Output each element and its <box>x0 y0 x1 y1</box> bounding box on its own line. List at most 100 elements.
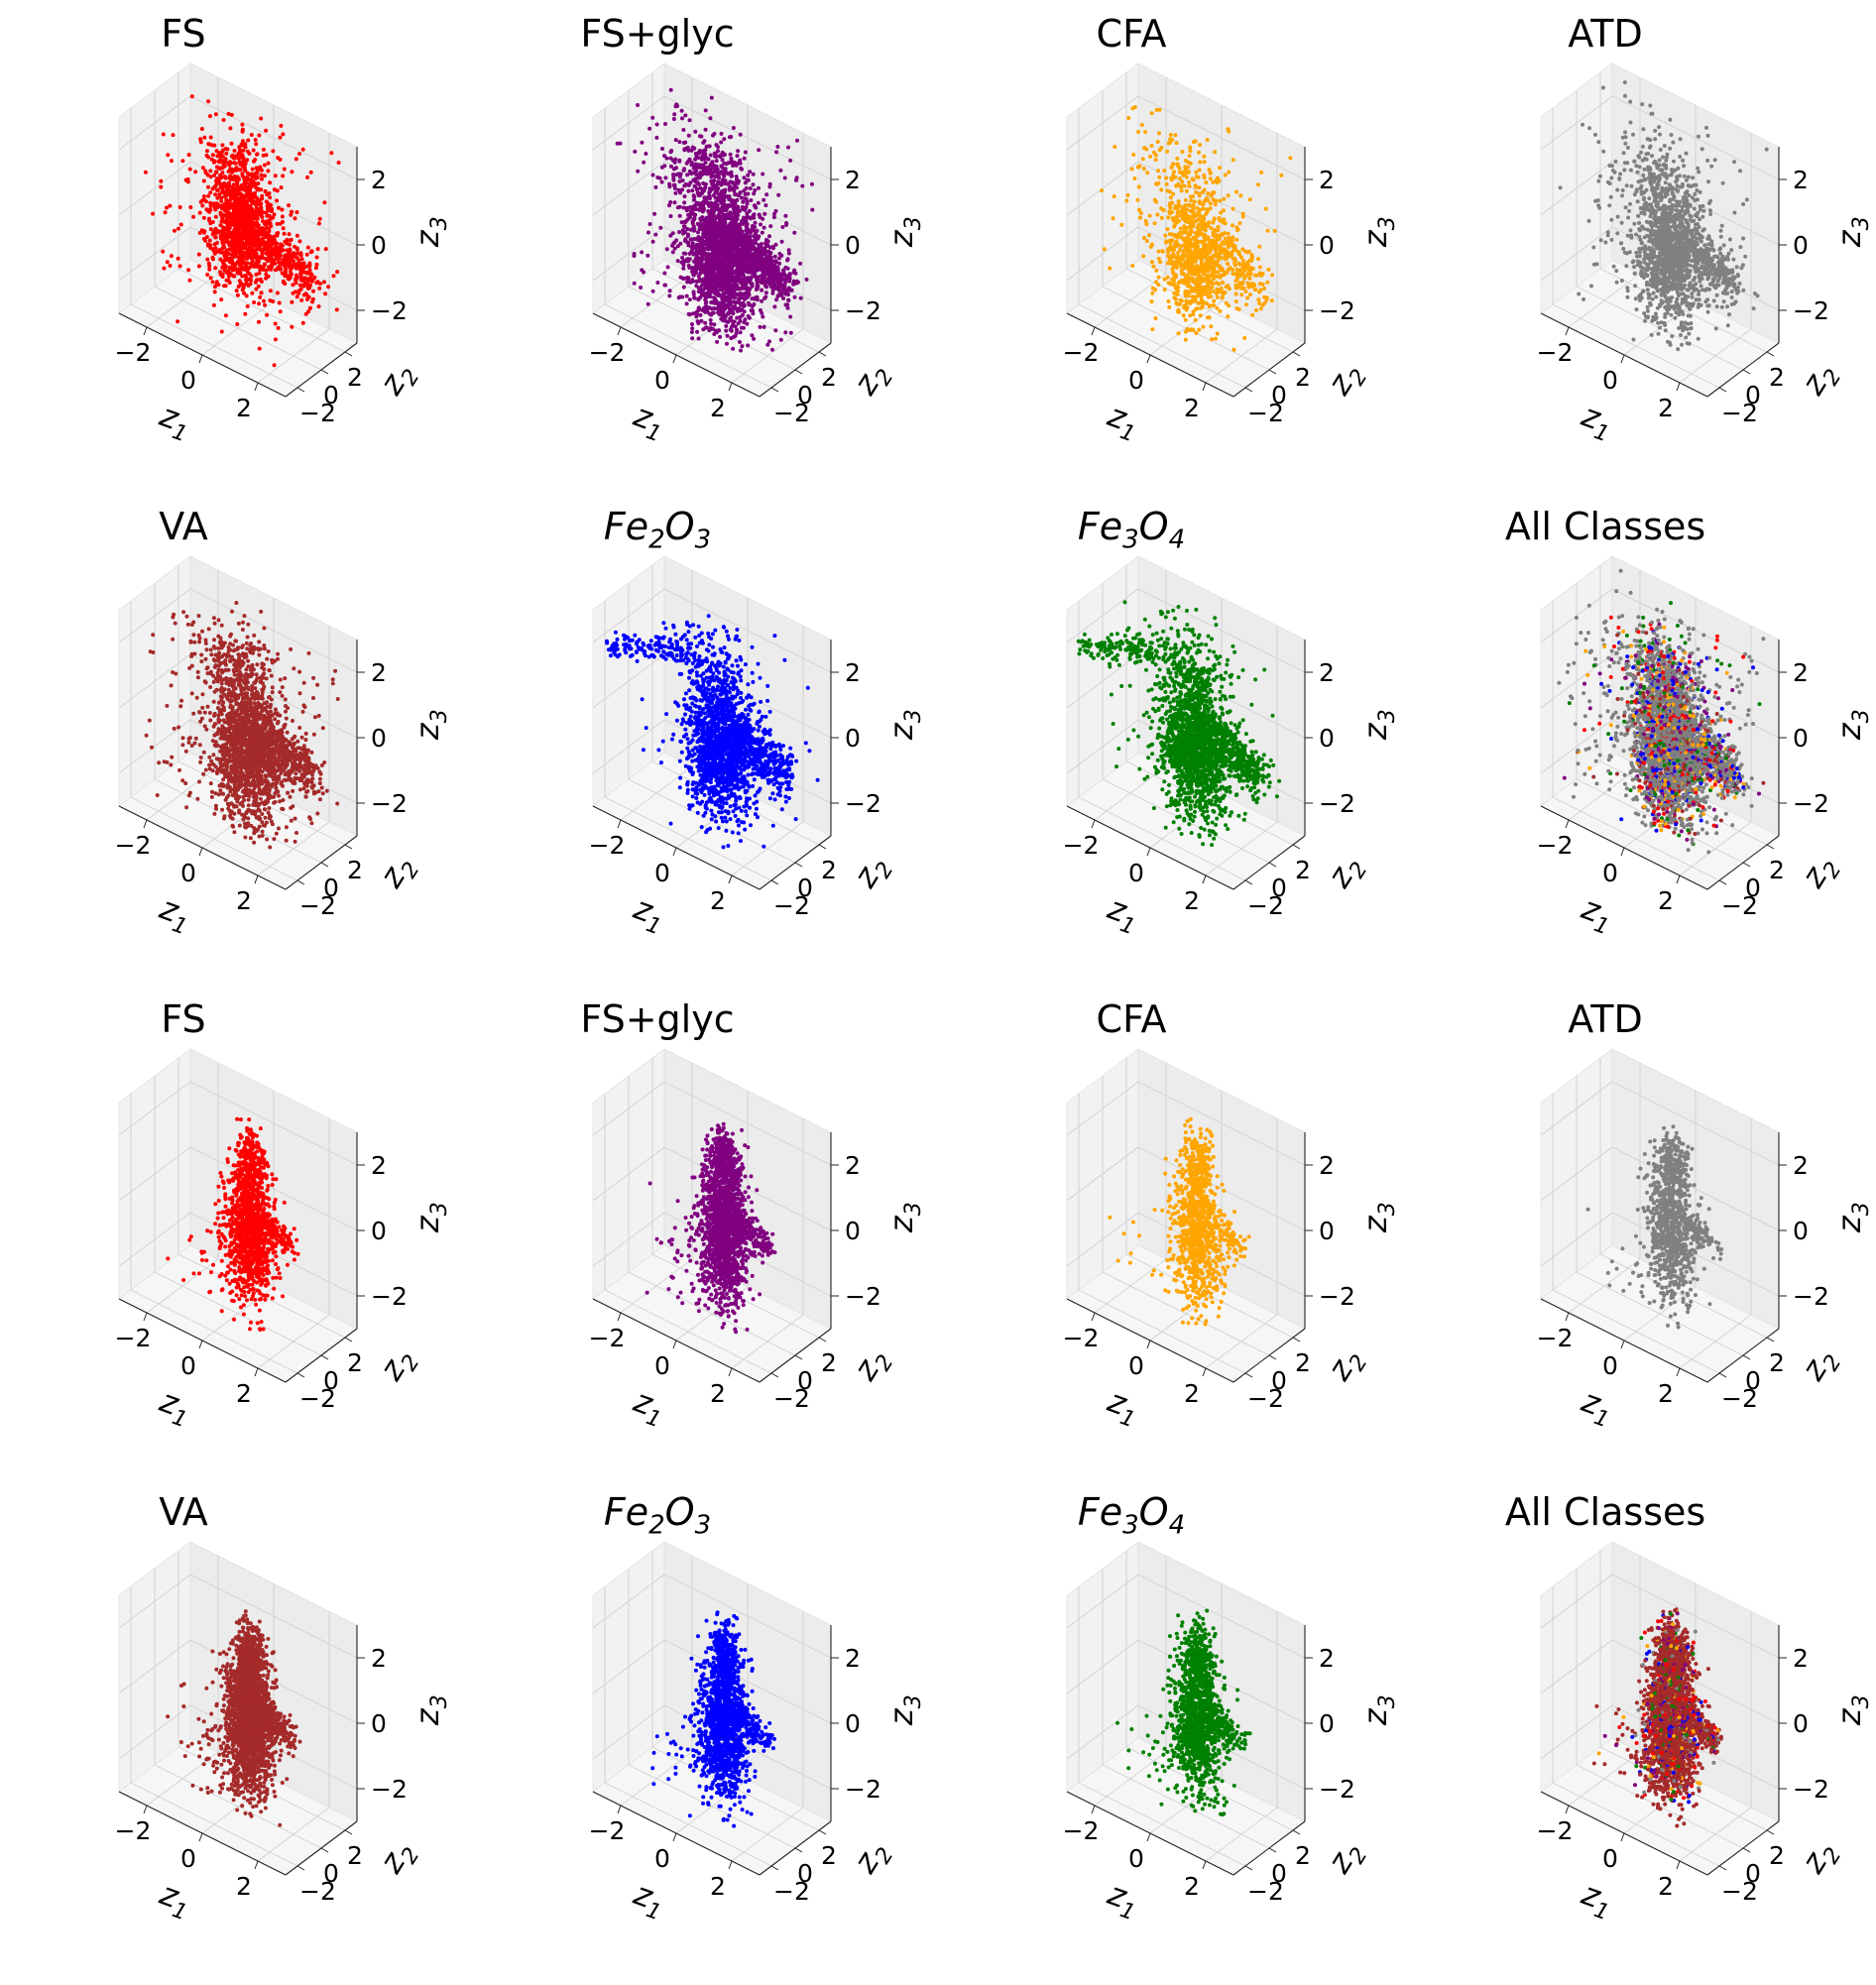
x-tick-label: 2 <box>236 394 252 422</box>
scatter-point <box>696 245 701 250</box>
scatter-point <box>232 243 237 248</box>
scatter-point <box>658 225 663 230</box>
z-tick-label: −2 <box>845 296 881 325</box>
scatter-point <box>722 212 726 217</box>
scatter-point <box>706 165 710 170</box>
scatter-point <box>280 271 285 276</box>
x-tick <box>143 326 148 336</box>
scatter-point <box>252 300 257 304</box>
scatter-point <box>259 201 264 206</box>
scatter-point <box>1131 153 1136 157</box>
scatter-point <box>294 262 299 267</box>
scatter-point <box>671 241 676 246</box>
scatter-point <box>279 123 284 128</box>
scatter-point <box>231 182 236 187</box>
scatter-point <box>207 142 212 147</box>
scatter-point <box>645 301 650 306</box>
scatter-point <box>721 153 726 158</box>
scatter-point <box>275 198 280 203</box>
scatter-point <box>746 268 751 273</box>
scatter-point <box>709 178 714 183</box>
scatter-point <box>211 249 216 254</box>
scatter-point <box>700 243 705 248</box>
scatter-point <box>659 179 664 184</box>
scatter-point <box>697 173 702 177</box>
scatter-point <box>313 266 318 271</box>
scatter-point <box>223 284 228 289</box>
scatter-point <box>735 216 740 221</box>
scatter-point <box>234 181 239 186</box>
scatter-point <box>225 224 230 229</box>
scatter-point <box>768 280 773 285</box>
scatter-point <box>183 177 188 182</box>
scatter-point <box>232 161 237 166</box>
scatter-point <box>317 286 322 291</box>
z-tick-label: 2 <box>845 166 861 194</box>
scatter-point <box>257 319 261 324</box>
scatter-point <box>254 209 259 214</box>
scatter-point <box>709 229 714 234</box>
x-tick-label: −2 <box>115 338 152 367</box>
gridline <box>189 95 358 180</box>
scatter-point <box>707 271 712 276</box>
scatter-point <box>288 247 293 252</box>
scatter-point <box>738 132 743 137</box>
scatter-point <box>221 226 226 231</box>
scatter-point <box>262 262 267 267</box>
scatter-point <box>660 147 664 151</box>
scatter-point <box>221 118 226 122</box>
scatter-point <box>213 214 218 219</box>
scatter-point <box>239 267 244 272</box>
scatter-point <box>706 209 711 213</box>
scatter-point <box>1220 295 1225 299</box>
scatter-point <box>712 322 717 327</box>
scatter-point <box>168 203 173 208</box>
scatter-point <box>277 256 282 261</box>
scatter-point <box>273 174 278 178</box>
scatter-point <box>766 262 771 266</box>
scatter-point <box>291 283 295 288</box>
scatter-point <box>738 158 743 163</box>
scatter-point <box>191 214 196 219</box>
scatter-point <box>740 195 744 200</box>
scatter-point <box>308 250 313 255</box>
scatter-point <box>207 216 211 221</box>
scatter-point <box>215 204 220 209</box>
scatter-point <box>241 224 246 229</box>
scatter-point <box>1226 262 1231 267</box>
scatter-point <box>783 302 788 307</box>
scatter-point <box>753 203 757 208</box>
scatter-point <box>690 266 695 270</box>
scatter-point <box>1218 218 1223 223</box>
scatter-point <box>706 225 711 230</box>
scatter-point <box>289 263 293 268</box>
scatter-point <box>748 186 753 190</box>
scatter-point <box>740 277 745 282</box>
scatter-point <box>779 239 784 244</box>
scatter-point <box>718 233 723 238</box>
scatter-point <box>226 230 231 234</box>
scatter-point <box>299 257 304 262</box>
x-tick-label: 0 <box>1128 366 1144 395</box>
scatter-point <box>765 255 769 259</box>
scatter-point <box>297 152 301 157</box>
scatter-point <box>224 198 229 203</box>
scatter-point <box>268 180 273 185</box>
scatter-point <box>705 308 710 313</box>
scatter-point <box>699 252 704 257</box>
scatter-point <box>306 287 311 291</box>
scatter-point <box>767 339 771 344</box>
scatter-point <box>1223 231 1228 235</box>
scatter-point <box>689 330 694 334</box>
scatter-point <box>257 271 262 276</box>
scatter-point <box>714 154 719 159</box>
scatter-point <box>255 224 260 229</box>
scatter-point <box>737 233 742 238</box>
scatter-point <box>264 268 269 273</box>
scatter-point <box>694 267 699 272</box>
scatter-point <box>795 138 799 143</box>
scatter-point <box>723 257 728 261</box>
scatter-point <box>297 239 302 244</box>
scatter-point <box>722 168 727 173</box>
scatter-point <box>716 174 721 178</box>
